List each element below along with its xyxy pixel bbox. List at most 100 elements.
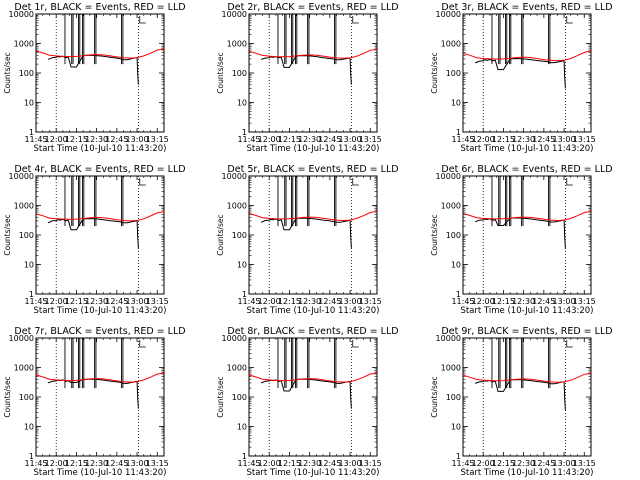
x-tick-label: 13:00 xyxy=(553,459,576,468)
y-axis-label: Counts/sec xyxy=(430,52,439,93)
panel-2: Det 2r, BLACK = Events, RED = LLD 1 10 100 1… xyxy=(216,2,399,154)
x-tick-label: 11:45 xyxy=(24,459,47,468)
plot-frame xyxy=(248,175,378,295)
x-tick-label: 12:00 xyxy=(258,459,281,468)
panel-title: Det 4r, BLACK = Events, RED = LLD xyxy=(14,164,185,175)
x-tick-label: 11:45 xyxy=(451,459,474,468)
x-tick-label: 12:45 xyxy=(105,135,128,144)
x-tick-label: 12:00 xyxy=(45,459,68,468)
x-axis-label: Start Time (10-Jul-10 11:43:20) xyxy=(461,468,594,478)
x-tick-label: 12:15 xyxy=(278,459,301,468)
x-tick-label: 12:30 xyxy=(85,297,108,306)
series-line-lld xyxy=(248,48,378,59)
y-tick-label: 100 xyxy=(19,231,34,240)
series-line-events xyxy=(474,379,566,411)
x-tick-label: 12:00 xyxy=(258,297,281,306)
y-tick-label: 100 xyxy=(232,69,247,78)
x-tick-label: 12:15 xyxy=(492,459,515,468)
y-tick-label: 1000 xyxy=(14,364,34,373)
panel-title: Det 2r, BLACK = Events, RED = LLD xyxy=(227,2,398,13)
y-tick-label: 1 xyxy=(29,128,34,137)
series-line-lld xyxy=(462,210,592,222)
x-tick-label: 12:15 xyxy=(65,297,88,306)
y-tick-label: 10000 xyxy=(9,334,34,343)
plot-frame xyxy=(462,337,592,457)
x-tick-label: 13:00 xyxy=(339,135,362,144)
y-tick-label: 1000 xyxy=(227,364,247,373)
y-tick-label: 10 xyxy=(237,423,247,432)
y-tick-label: 10 xyxy=(24,99,34,108)
y-axis-label: Counts/sec xyxy=(3,376,12,417)
x-tick-label: 12:15 xyxy=(278,297,301,306)
x-axis-label: Start Time (10-Jul-10 11:43:20) xyxy=(247,144,380,154)
panel-8: Det 8r, BLACK = Events, RED = LLD 1 10 100 1… xyxy=(216,326,399,478)
plot-frame xyxy=(462,175,592,295)
x-tick-label: 12:45 xyxy=(532,297,555,306)
x-tick-label: 12:00 xyxy=(472,297,495,306)
series-line-events xyxy=(474,57,566,89)
panel-title: Det 6r, BLACK = Events, RED = LLD xyxy=(441,164,612,175)
x-tick-label: 12:00 xyxy=(472,135,495,144)
y-tick-label: 10000 xyxy=(222,334,247,343)
y-tick-label: 100 xyxy=(446,231,461,240)
x-tick-label: 13:15 xyxy=(573,459,596,468)
series-line-events xyxy=(474,217,566,249)
series-line-lld xyxy=(248,372,378,383)
x-tick-label: 13:15 xyxy=(359,135,382,144)
x-tick-label: 12:00 xyxy=(258,135,281,144)
panel-9: Det 9r, BLACK = Events, RED = LLD 1 10 100 1… xyxy=(430,326,613,478)
corner-mark xyxy=(566,178,573,186)
series-line-lld xyxy=(35,211,165,222)
panel-title: Det 7r, BLACK = Events, RED = LLD xyxy=(14,326,185,337)
y-tick-label: 10 xyxy=(451,261,461,270)
x-tick-label: 13:00 xyxy=(553,135,576,144)
panel-title: Det 8r, BLACK = Events, RED = LLD xyxy=(227,326,398,337)
x-tick-label: 12:30 xyxy=(85,135,108,144)
x-axis-label: Start Time (10-Jul-10 11:43:20) xyxy=(34,306,167,316)
y-axis-label: Counts/sec xyxy=(216,376,225,417)
y-tick-label: 1 xyxy=(242,290,247,299)
y-axis-label: Counts/sec xyxy=(3,214,12,255)
y-tick-label: 1 xyxy=(29,452,34,461)
x-tick-label: 11:45 xyxy=(237,297,260,306)
y-tick-label: 100 xyxy=(232,231,247,240)
y-tick-label: 100 xyxy=(446,69,461,78)
y-tick-label: 100 xyxy=(19,69,34,78)
corner-mark xyxy=(566,16,573,24)
x-tick-label: 12:45 xyxy=(318,135,341,144)
x-tick-label: 12:45 xyxy=(532,459,555,468)
x-tick-label: 11:45 xyxy=(451,297,474,306)
y-tick-label: 1000 xyxy=(441,40,461,49)
y-tick-label: 10 xyxy=(451,99,461,108)
panel-title: Det 5r, BLACK = Events, RED = LLD xyxy=(227,164,398,175)
y-axis-label: Counts/sec xyxy=(430,376,439,417)
x-tick-label: 13:15 xyxy=(573,135,596,144)
x-tick-label: 13:15 xyxy=(146,135,169,144)
panel-7: Det 7r, BLACK = Events, RED = LLD 1 10 100 1… xyxy=(3,326,186,478)
x-tick-label: 12:30 xyxy=(512,297,535,306)
y-tick-label: 1 xyxy=(456,452,461,461)
y-tick-label: 1000 xyxy=(227,202,247,211)
x-tick-label: 12:30 xyxy=(512,135,535,144)
x-tick-label: 12:30 xyxy=(298,135,321,144)
x-tick-label: 12:00 xyxy=(472,459,495,468)
x-axis-label: Start Time (10-Jul-10 11:43:20) xyxy=(461,144,594,154)
plot-frame xyxy=(462,13,592,133)
y-axis-label: Counts/sec xyxy=(216,52,225,93)
x-tick-label: 12:30 xyxy=(512,459,535,468)
y-axis-label: Counts/sec xyxy=(216,214,225,255)
y-tick-label: 10000 xyxy=(436,334,461,343)
x-tick-label: 12:30 xyxy=(298,297,321,306)
x-tick-label: 12:00 xyxy=(45,297,68,306)
corner-mark xyxy=(566,340,573,348)
x-tick-label: 12:45 xyxy=(105,459,128,468)
y-tick-label: 10000 xyxy=(436,10,461,19)
x-tick-label: 13:15 xyxy=(359,297,382,306)
panel-6: Det 6r, BLACK = Events, RED = LLD 1 10 100 1… xyxy=(430,164,613,316)
y-axis-label: Counts/sec xyxy=(3,52,12,93)
x-tick-label: 13:00 xyxy=(553,297,576,306)
x-tick-label: 11:45 xyxy=(237,135,260,144)
y-tick-label: 10000 xyxy=(9,172,34,181)
x-tick-label: 11:45 xyxy=(237,459,260,468)
y-tick-label: 1 xyxy=(242,452,247,461)
